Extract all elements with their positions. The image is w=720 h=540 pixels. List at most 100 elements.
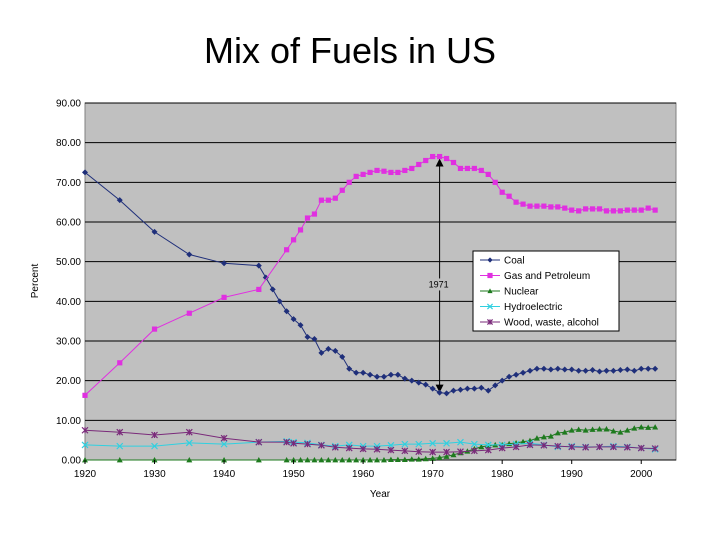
slide-title: Mix of Fuels in US xyxy=(203,30,497,71)
data-point-gas-and-petroleum xyxy=(430,153,436,160)
legend-marker xyxy=(486,303,494,310)
data-point-gas-and-petroleum xyxy=(652,207,658,213)
data-point-gas-and-petroleum xyxy=(318,197,324,203)
data-point-nuclear xyxy=(631,425,638,431)
data-point-hydroelectric xyxy=(415,440,423,448)
legend-marker xyxy=(487,257,493,263)
data-point-nuclear xyxy=(401,456,408,463)
data-point-gas-and-petroleum xyxy=(304,215,311,221)
data-point-wood-waste-alcohol xyxy=(345,444,353,452)
y-tick-label: 10.00 xyxy=(56,416,81,427)
legend-label: Hydroelectric xyxy=(504,302,562,313)
data-point-hydroelectric xyxy=(81,441,89,449)
data-point-wood-waste-alcohol xyxy=(116,428,124,436)
data-point-coal xyxy=(353,369,360,376)
data-point-nuclear xyxy=(652,424,659,430)
data-point-wood-waste-alcohol xyxy=(623,443,631,451)
legend-item-hydroelectric: Hydroelectric xyxy=(480,302,562,313)
data-point-coal xyxy=(443,390,450,397)
series-layer xyxy=(81,153,659,463)
data-point-nuclear xyxy=(638,424,645,430)
data-point-gas-and-petroleum xyxy=(464,165,471,172)
data-point-gas-and-petroleum xyxy=(353,173,359,179)
data-point-gas-and-petroleum xyxy=(631,207,637,213)
legend-item-nuclear: Nuclear xyxy=(480,287,539,298)
y-axis-title: Percent xyxy=(30,264,41,299)
data-point-coal xyxy=(499,377,506,384)
data-point-nuclear xyxy=(367,457,374,463)
data-point-nuclear xyxy=(561,429,568,435)
data-point-gas-and-petroleum xyxy=(624,207,630,213)
data-point-gas-and-petroleum xyxy=(596,206,603,212)
data-point-nuclear xyxy=(311,457,318,463)
data-point-gas-and-petroleum xyxy=(617,208,623,214)
data-point-nuclear xyxy=(617,429,624,435)
data-point-coal xyxy=(311,336,318,343)
data-point-gas-and-petroleum xyxy=(555,204,561,210)
data-point-coal xyxy=(325,345,332,352)
legend-label: Gas and Petroleum xyxy=(504,271,590,282)
x-tick-label: 2000 xyxy=(630,469,653,480)
data-point-nuclear xyxy=(596,426,603,432)
data-point-gas-and-petroleum xyxy=(485,171,491,177)
series-line-wood-waste-alcohol xyxy=(84,429,656,453)
data-point-wood-waste-alcohol xyxy=(331,443,339,451)
data-point-wood-waste-alcohol xyxy=(151,431,158,439)
data-point-nuclear xyxy=(603,426,610,432)
data-point-gas-and-petroleum xyxy=(325,197,331,203)
legend-label: Wood, waste, alcohol xyxy=(504,318,599,329)
data-point-gas-and-petroleum xyxy=(402,167,408,174)
data-point-coal xyxy=(582,367,589,374)
data-point-nuclear xyxy=(422,455,429,462)
data-point-gas-and-petroleum xyxy=(534,203,540,209)
annotation-label: 1971 xyxy=(429,279,449,289)
data-point-nuclear xyxy=(394,456,401,463)
data-point-hydroelectric xyxy=(443,439,450,447)
data-point-nuclear xyxy=(151,457,158,463)
data-point-coal xyxy=(645,365,652,372)
data-point-gas-and-petroleum xyxy=(151,326,158,332)
data-point-gas-and-petroleum xyxy=(541,203,547,209)
x-tick-label: 1920 xyxy=(74,469,97,480)
y-tick-label: 0.00 xyxy=(62,456,82,467)
data-point-wood-waste-alcohol xyxy=(470,447,478,455)
data-point-coal xyxy=(457,386,464,393)
data-point-coal xyxy=(380,373,387,380)
x-tick-label: 1990 xyxy=(561,469,584,480)
data-point-coal xyxy=(297,322,304,329)
data-point-gas-and-petroleum xyxy=(221,294,227,300)
data-point-wood-waste-alcohol xyxy=(373,445,381,453)
legend-item-wood-waste-alcohol: Wood, waste, alcohol xyxy=(480,318,599,329)
data-point-wood-waste-alcohol xyxy=(512,443,520,451)
data-point-gas-and-petroleum xyxy=(499,189,505,195)
data-point-wood-waste-alcohol xyxy=(255,438,263,446)
data-point-coal xyxy=(186,251,193,258)
data-point-nuclear xyxy=(540,433,547,440)
legend-marker xyxy=(487,272,493,279)
data-point-wood-waste-alcohol xyxy=(429,448,437,456)
data-point-coal xyxy=(575,367,582,374)
data-point-coal xyxy=(408,377,415,384)
data-point-coal xyxy=(492,382,499,389)
data-point-wood-waste-alcohol xyxy=(304,440,311,448)
y-tick-label: 80.00 xyxy=(56,138,81,149)
data-point-nuclear xyxy=(332,457,339,463)
data-point-coal xyxy=(471,385,478,392)
data-point-hydroelectric xyxy=(429,439,437,447)
data-point-nuclear xyxy=(297,457,304,463)
data-point-coal xyxy=(401,375,408,382)
legend: Coal Gas and Petroleum Nuclear Hydroelectri… xyxy=(472,250,620,332)
data-point-hydroelectric xyxy=(401,440,409,448)
data-point-nuclear xyxy=(318,457,325,463)
data-point-coal xyxy=(360,369,367,376)
data-point-nuclear xyxy=(645,424,652,430)
data-point-wood-waste-alcohol xyxy=(401,447,409,455)
data-point-nuclear xyxy=(116,457,123,463)
data-point-nuclear xyxy=(582,427,589,433)
x-tick-label: 1980 xyxy=(491,469,514,480)
data-point-gas-and-petroleum xyxy=(471,165,477,172)
data-point-nuclear xyxy=(554,430,561,436)
data-point-nuclear xyxy=(387,456,394,463)
data-point-gas-and-petroleum xyxy=(360,171,366,177)
data-point-gas-and-petroleum xyxy=(548,204,554,210)
